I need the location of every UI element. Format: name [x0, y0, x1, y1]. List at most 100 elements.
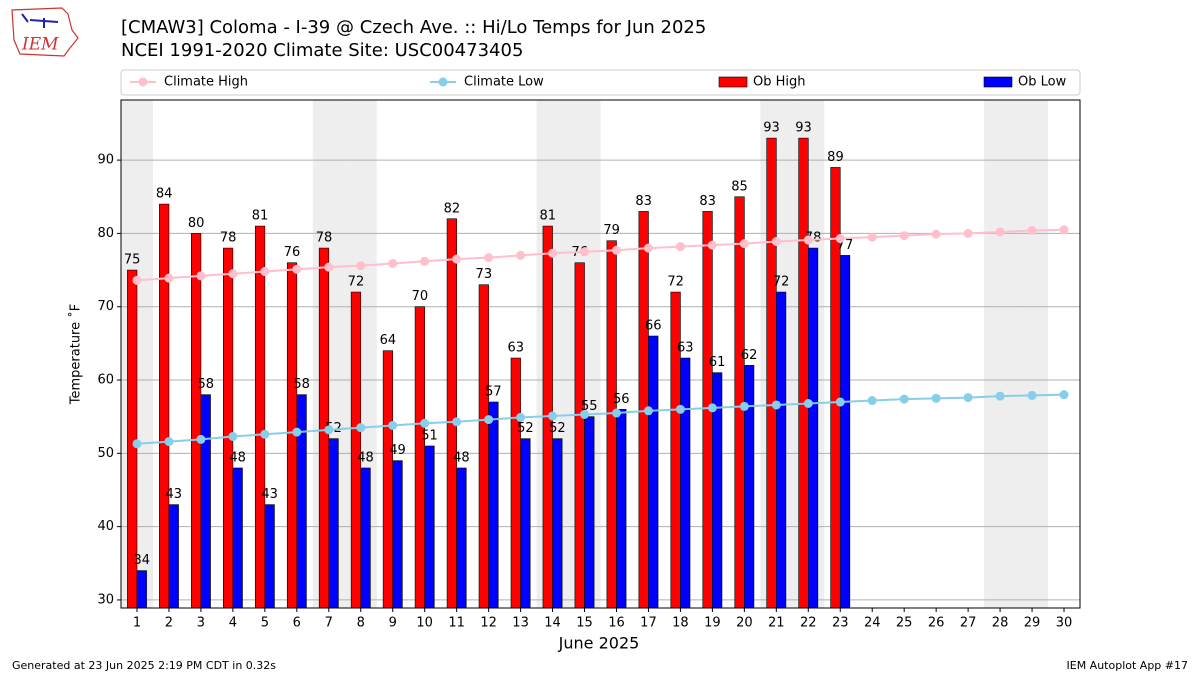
x-tick-label: 25	[896, 616, 913, 631]
line-marker	[484, 415, 494, 425]
chart-subtitle: NCEI 1991-2020 Climate Site: USC00473405	[121, 40, 523, 61]
line-marker	[228, 431, 238, 441]
line	[136, 393, 1065, 445]
line-marker	[995, 227, 1005, 237]
line-marker	[132, 275, 142, 285]
plot-frame	[120, 99, 1081, 609]
x-tick-label: 17	[640, 616, 657, 631]
legend-label: Climate Low	[464, 75, 544, 90]
value-label: 48	[229, 450, 246, 465]
bar	[488, 401, 499, 609]
bar	[191, 233, 202, 609]
line-marker	[580, 247, 590, 257]
value-label: 61	[709, 355, 726, 370]
line-marker	[420, 418, 430, 428]
line-marker	[771, 236, 781, 246]
bar	[232, 467, 243, 609]
legend-box	[120, 69, 1081, 96]
bar	[446, 218, 457, 609]
x-tick-label: 30	[1056, 616, 1073, 631]
y-tick-label: 60	[97, 373, 114, 388]
value-label: 72	[773, 275, 790, 290]
bar	[648, 335, 659, 609]
bar	[670, 291, 681, 609]
line-marker	[196, 434, 206, 444]
x-tick-label: 19	[704, 616, 721, 631]
line-marker	[548, 411, 558, 421]
value-label: 82	[444, 201, 461, 216]
value-label: 72	[667, 275, 684, 290]
line-marker	[803, 235, 813, 245]
bar	[798, 137, 809, 609]
footer-right: IEM Autoplot App #17	[1067, 659, 1189, 672]
legend-label: Ob High	[753, 75, 806, 90]
line-marker	[388, 258, 398, 268]
line-marker	[803, 398, 813, 408]
y-tick-label: 70	[97, 299, 114, 314]
line-marker	[516, 412, 526, 422]
line-marker	[835, 234, 845, 244]
legend-label: Climate High	[164, 75, 248, 90]
line-marker	[292, 427, 302, 437]
x-tick-label: 18	[672, 616, 689, 631]
line-marker	[516, 250, 526, 260]
logo: IEM	[11, 7, 79, 57]
y-tick-label: 90	[97, 153, 114, 168]
line-marker	[867, 232, 877, 242]
x-tick-label: 23	[832, 616, 849, 631]
line-marker	[260, 267, 270, 277]
x-tick-label: 26	[928, 616, 945, 631]
value-label: 85	[731, 179, 748, 194]
line-marker	[548, 248, 558, 258]
bar	[200, 394, 211, 609]
line-marker	[771, 400, 781, 410]
bar	[606, 240, 617, 609]
x-tick-label: 4	[229, 616, 237, 631]
logo-text: IEM	[21, 35, 59, 55]
value-label: 49	[389, 443, 406, 458]
value-label: 58	[197, 377, 214, 392]
x-tick-label: 1	[133, 616, 141, 631]
line-marker	[420, 256, 430, 266]
bar	[616, 409, 627, 609]
bar	[136, 570, 147, 609]
value-label: 81	[539, 209, 556, 224]
value-label: 64	[380, 333, 397, 348]
value-label: 57	[485, 385, 502, 400]
value-label: 79	[603, 223, 620, 238]
shaded-day	[984, 100, 1017, 608]
x-tick-label: 8	[357, 616, 365, 631]
chart-title: [CMAW3] Coloma - I-39 @ Czech Ave. :: Hi…	[121, 17, 706, 38]
value-label: 81	[252, 209, 269, 224]
value-label: 83	[699, 194, 716, 209]
line-marker	[1059, 225, 1069, 235]
y-tick-label: 50	[97, 446, 114, 461]
value-label: 43	[261, 487, 278, 502]
line-marker	[164, 437, 174, 447]
bar	[478, 284, 489, 609]
value-label: 43	[165, 487, 182, 502]
line-marker	[611, 245, 621, 255]
bar	[766, 137, 777, 609]
line-marker	[899, 231, 909, 241]
line-marker	[643, 243, 653, 253]
x-tick-label: 2	[165, 616, 173, 631]
line-marker	[835, 397, 845, 407]
x-tick-label: 14	[544, 616, 561, 631]
line-marker	[260, 429, 270, 439]
line-marker	[675, 242, 685, 252]
line-marker	[580, 409, 590, 419]
shaded-day	[1016, 100, 1049, 608]
value-label: 34	[134, 553, 151, 568]
line-marker	[324, 425, 334, 435]
x-tick-label: 21	[768, 616, 785, 631]
line-marker	[1027, 390, 1037, 400]
value-label: 56	[613, 392, 630, 407]
bar	[574, 262, 585, 609]
line-marker	[739, 239, 749, 249]
x-tick-label: 15	[576, 616, 593, 631]
line-marker	[707, 240, 717, 250]
x-tick-label: 24	[864, 616, 881, 631]
